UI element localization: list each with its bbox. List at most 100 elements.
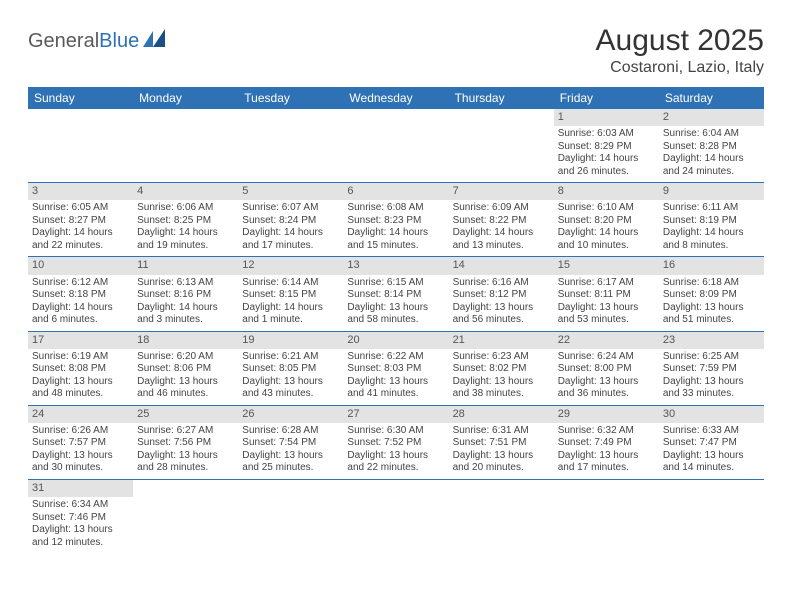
- sunrise-text: Sunrise: 6:06 AM: [137, 202, 234, 215]
- col-monday: Monday: [133, 87, 238, 109]
- sunset-text: Sunset: 7:47 PM: [663, 437, 760, 450]
- calendar-cell: 23Sunrise: 6:25 AMSunset: 7:59 PMDayligh…: [659, 331, 764, 405]
- sunset-text: Sunset: 7:46 PM: [32, 512, 129, 525]
- calendar-cell: 8Sunrise: 6:10 AMSunset: 8:20 PMDaylight…: [554, 183, 659, 257]
- sunrise-text: Sunrise: 6:10 AM: [558, 202, 655, 215]
- daylight-text-2: and 53 minutes.: [558, 314, 655, 327]
- day-number: 21: [449, 332, 554, 349]
- day-details: Sunrise: 6:17 AMSunset: 8:11 PMDaylight:…: [554, 275, 659, 331]
- sunset-text: Sunset: 8:24 PM: [242, 215, 339, 228]
- daylight-text-2: and 24 minutes.: [663, 166, 760, 179]
- day-details: Sunrise: 6:20 AMSunset: 8:06 PMDaylight:…: [133, 349, 238, 405]
- daylight-text-1: Daylight: 14 hours: [663, 153, 760, 166]
- sunset-text: Sunset: 8:09 PM: [663, 289, 760, 302]
- daylight-text-2: and 46 minutes.: [137, 388, 234, 401]
- daylight-text-1: Daylight: 13 hours: [347, 302, 444, 315]
- calendar-week: 1Sunrise: 6:03 AMSunset: 8:29 PMDaylight…: [28, 109, 764, 183]
- sunrise-text: Sunrise: 6:14 AM: [242, 277, 339, 290]
- day-details: Sunrise: 6:04 AMSunset: 8:28 PMDaylight:…: [659, 126, 764, 182]
- sunrise-text: Sunrise: 6:21 AM: [242, 351, 339, 364]
- calendar-cell: [238, 479, 343, 553]
- day-details: Sunrise: 6:16 AMSunset: 8:12 PMDaylight:…: [449, 275, 554, 331]
- sunset-text: Sunset: 8:02 PM: [453, 363, 550, 376]
- page-header: GeneralBlue August 2025 Costaroni, Lazio…: [28, 24, 764, 77]
- calendar-cell: 22Sunrise: 6:24 AMSunset: 8:00 PMDayligh…: [554, 331, 659, 405]
- title-block: August 2025 Costaroni, Lazio, Italy: [596, 24, 764, 77]
- daylight-text-2: and 28 minutes.: [137, 462, 234, 475]
- day-number: 15: [554, 257, 659, 274]
- day-details: Sunrise: 6:18 AMSunset: 8:09 PMDaylight:…: [659, 275, 764, 331]
- day-number: 26: [238, 406, 343, 423]
- calendar-cell: [133, 109, 238, 183]
- calendar-cell: 14Sunrise: 6:16 AMSunset: 8:12 PMDayligh…: [449, 257, 554, 331]
- daylight-text-2: and 36 minutes.: [558, 388, 655, 401]
- daylight-text-2: and 33 minutes.: [663, 388, 760, 401]
- day-number: 13: [343, 257, 448, 274]
- day-header-row: Sunday Monday Tuesday Wednesday Thursday…: [28, 87, 764, 109]
- sunrise-text: Sunrise: 6:25 AM: [663, 351, 760, 364]
- calendar-cell: 20Sunrise: 6:22 AMSunset: 8:03 PMDayligh…: [343, 331, 448, 405]
- sunrise-text: Sunrise: 6:05 AM: [32, 202, 129, 215]
- day-number: 14: [449, 257, 554, 274]
- calendar-cell: [449, 479, 554, 553]
- daylight-text-2: and 1 minute.: [242, 314, 339, 327]
- calendar-cell: 18Sunrise: 6:20 AMSunset: 8:06 PMDayligh…: [133, 331, 238, 405]
- sunrise-text: Sunrise: 6:08 AM: [347, 202, 444, 215]
- daylight-text-2: and 26 minutes.: [558, 166, 655, 179]
- daylight-text-2: and 25 minutes.: [242, 462, 339, 475]
- day-details: Sunrise: 6:15 AMSunset: 8:14 PMDaylight:…: [343, 275, 448, 331]
- brand-part1: General: [28, 30, 99, 53]
- daylight-text-1: Daylight: 13 hours: [32, 450, 129, 463]
- location-label: Costaroni, Lazio, Italy: [596, 59, 764, 77]
- day-number: 27: [343, 406, 448, 423]
- daylight-text-2: and 22 minutes.: [347, 462, 444, 475]
- col-thursday: Thursday: [449, 87, 554, 109]
- daylight-text-1: Daylight: 14 hours: [347, 227, 444, 240]
- daylight-text-2: and 12 minutes.: [32, 537, 129, 550]
- daylight-text-1: Daylight: 14 hours: [32, 302, 129, 315]
- sunset-text: Sunset: 8:05 PM: [242, 363, 339, 376]
- sunset-text: Sunset: 8:06 PM: [137, 363, 234, 376]
- daylight-text-2: and 48 minutes.: [32, 388, 129, 401]
- daylight-text-2: and 17 minutes.: [242, 240, 339, 253]
- day-details: Sunrise: 6:33 AMSunset: 7:47 PMDaylight:…: [659, 423, 764, 479]
- day-number: 10: [28, 257, 133, 274]
- day-details: Sunrise: 6:28 AMSunset: 7:54 PMDaylight:…: [238, 423, 343, 479]
- day-details: Sunrise: 6:24 AMSunset: 8:00 PMDaylight:…: [554, 349, 659, 405]
- daylight-text-2: and 6 minutes.: [32, 314, 129, 327]
- month-title: August 2025: [596, 24, 764, 57]
- sunset-text: Sunset: 8:19 PM: [663, 215, 760, 228]
- sunrise-text: Sunrise: 6:24 AM: [558, 351, 655, 364]
- daylight-text-2: and 22 minutes.: [32, 240, 129, 253]
- sunrise-text: Sunrise: 6:27 AM: [137, 425, 234, 438]
- calendar-cell: [238, 109, 343, 183]
- sunset-text: Sunset: 8:27 PM: [32, 215, 129, 228]
- day-number: 3: [28, 183, 133, 200]
- daylight-text-2: and 43 minutes.: [242, 388, 339, 401]
- sunset-text: Sunset: 8:28 PM: [663, 141, 760, 154]
- day-number: 20: [343, 332, 448, 349]
- day-number: 28: [449, 406, 554, 423]
- day-number: 6: [343, 183, 448, 200]
- sunrise-text: Sunrise: 6:33 AM: [663, 425, 760, 438]
- calendar-cell: 25Sunrise: 6:27 AMSunset: 7:56 PMDayligh…: [133, 405, 238, 479]
- day-details: Sunrise: 6:30 AMSunset: 7:52 PMDaylight:…: [343, 423, 448, 479]
- day-details: Sunrise: 6:14 AMSunset: 8:15 PMDaylight:…: [238, 275, 343, 331]
- col-friday: Friday: [554, 87, 659, 109]
- calendar-cell: [343, 479, 448, 553]
- sunrise-text: Sunrise: 6:28 AM: [242, 425, 339, 438]
- sunrise-text: Sunrise: 6:13 AM: [137, 277, 234, 290]
- day-details: Sunrise: 6:03 AMSunset: 8:29 PMDaylight:…: [554, 126, 659, 182]
- daylight-text-1: Daylight: 13 hours: [663, 376, 760, 389]
- daylight-text-1: Daylight: 14 hours: [137, 227, 234, 240]
- daylight-text-1: Daylight: 14 hours: [242, 302, 339, 315]
- calendar-cell: 27Sunrise: 6:30 AMSunset: 7:52 PMDayligh…: [343, 405, 448, 479]
- sunrise-text: Sunrise: 6:15 AM: [347, 277, 444, 290]
- sunset-text: Sunset: 8:16 PM: [137, 289, 234, 302]
- daylight-text-1: Daylight: 13 hours: [453, 302, 550, 315]
- day-details: Sunrise: 6:10 AMSunset: 8:20 PMDaylight:…: [554, 200, 659, 256]
- daylight-text-1: Daylight: 13 hours: [453, 376, 550, 389]
- daylight-text-1: Daylight: 13 hours: [453, 450, 550, 463]
- sunset-text: Sunset: 7:52 PM: [347, 437, 444, 450]
- sunset-text: Sunset: 8:22 PM: [453, 215, 550, 228]
